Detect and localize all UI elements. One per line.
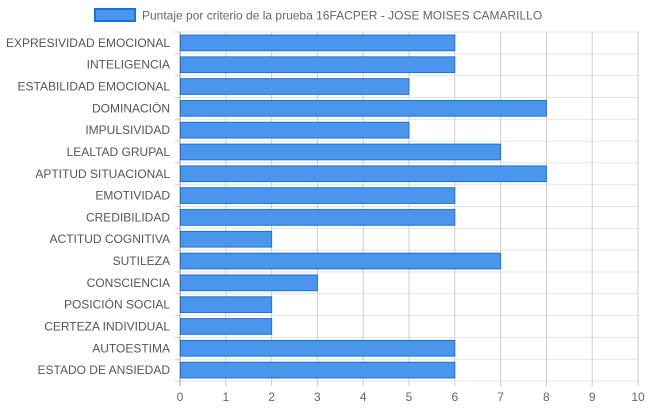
bar[interactable] xyxy=(180,209,456,226)
bar[interactable] xyxy=(180,78,410,95)
x-tick-label: 3 xyxy=(314,390,321,404)
x-tick-label: 8 xyxy=(543,390,550,404)
category-label: CERTEZA INDIVIDUAL xyxy=(44,319,170,333)
category-label: IMPULSIVIDAD xyxy=(85,123,170,137)
bar[interactable] xyxy=(180,318,273,335)
value-axis: 0 1 2 3 4 5 6 7 8 9 10 xyxy=(177,390,645,404)
category-label: EXPRESIVIDAD EMOCIONAL xyxy=(6,36,170,50)
category-label: SUTILEZA xyxy=(113,254,170,268)
x-tick-label: 1 xyxy=(222,390,229,404)
legend-swatch[interactable] xyxy=(94,8,136,22)
x-tick-label: 7 xyxy=(497,390,504,404)
legend[interactable]: Puntaje por criterio de la prueba 16FACP… xyxy=(94,8,542,23)
bars xyxy=(180,34,547,379)
category-label: LEALTAD GRUPAL xyxy=(67,145,171,159)
category-label: ESTABILIDAD EMOCIONAL xyxy=(18,80,171,94)
category-label: AUTOESTIMA xyxy=(92,341,170,355)
x-tick-label: 4 xyxy=(360,390,367,404)
bar[interactable] xyxy=(180,165,547,183)
category-label: CREDIBILIDAD xyxy=(86,210,170,224)
bar[interactable] xyxy=(180,296,273,314)
category-label: ACTITUD COGNITIVA xyxy=(50,232,170,246)
x-tick-label: 2 xyxy=(268,390,275,404)
x-tick-label: 0 xyxy=(177,390,184,404)
category-label: EMOTIVIDAD xyxy=(95,189,170,203)
bar[interactable] xyxy=(180,143,502,161)
x-tick-label: 9 xyxy=(589,390,596,404)
category-label: ESTADO DE ANSIEDAD xyxy=(38,363,171,377)
x-tick-label: 5 xyxy=(406,390,413,404)
category-label: POSICIÓN SOCIAL xyxy=(64,297,170,312)
bar[interactable] xyxy=(180,252,502,270)
bar[interactable] xyxy=(180,56,456,74)
bar[interactable] xyxy=(180,361,456,379)
category-label: CONSCIENCIA xyxy=(87,276,170,290)
category-label: APTITUD SITUACIONAL xyxy=(35,167,170,181)
category-axis: EXPRESIVIDAD EMOCIONAL INTELIGENCIA ESTABI… xyxy=(6,36,170,377)
bar[interactable] xyxy=(180,99,547,117)
category-label: INTELIGENCIA xyxy=(87,58,170,72)
bar[interactable] xyxy=(180,339,456,357)
grid-lines xyxy=(175,31,639,386)
x-tick-label: 10 xyxy=(631,390,645,404)
category-label: DOMINACIÓN xyxy=(92,100,170,115)
bar[interactable] xyxy=(180,187,456,204)
x-tick-label: 6 xyxy=(451,390,458,404)
bar[interactable] xyxy=(180,34,456,52)
bar[interactable] xyxy=(180,230,273,248)
bar[interactable] xyxy=(180,274,318,292)
legend-label[interactable]: Puntaje por criterio de la prueba 16FACP… xyxy=(142,9,542,23)
bar[interactable] xyxy=(180,121,410,139)
